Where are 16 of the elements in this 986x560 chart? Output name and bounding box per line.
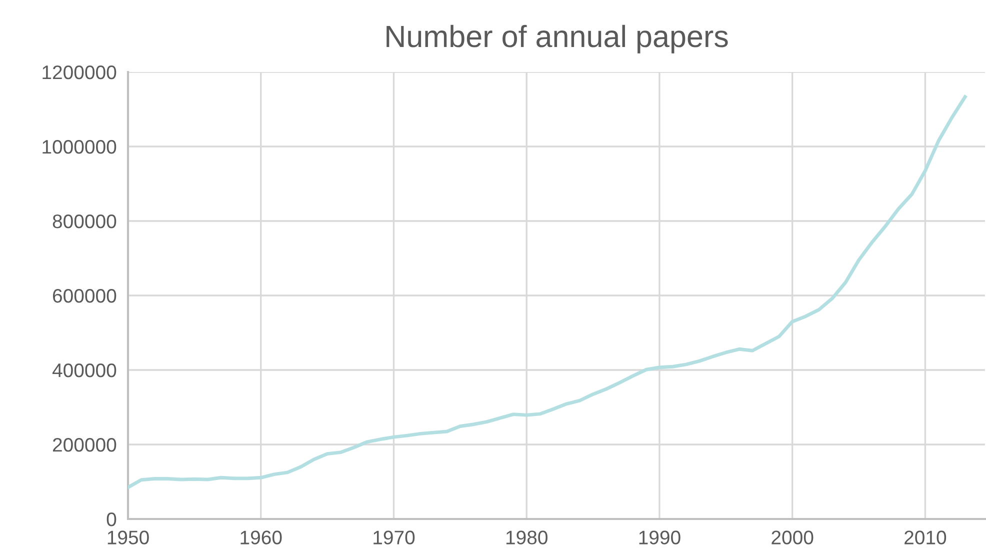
x-tick-label: 2000 bbox=[772, 530, 814, 544]
y-tick-label: 400000 bbox=[52, 363, 116, 378]
chart-title: Number of annual papers bbox=[386, 24, 728, 54]
y-tick-label: 1200000 bbox=[42, 65, 116, 80]
y-tick-label: 0 bbox=[106, 512, 116, 526]
line-series bbox=[128, 95, 967, 490]
y-tick-label: 200000 bbox=[52, 438, 116, 452]
x-tick-label: 1950 bbox=[108, 530, 149, 544]
y-tick-label: 800000 bbox=[52, 214, 116, 228]
x-tick-label: 2010 bbox=[904, 530, 946, 544]
x-tick-label: 1960 bbox=[240, 530, 282, 544]
x-tick-label: 1970 bbox=[374, 530, 415, 544]
y-tick-label: 1000000 bbox=[42, 140, 116, 154]
y-tick-label: 600000 bbox=[53, 288, 116, 303]
x-tick-label: 1980 bbox=[506, 530, 548, 544]
x-tick-label: 1990 bbox=[639, 530, 680, 544]
